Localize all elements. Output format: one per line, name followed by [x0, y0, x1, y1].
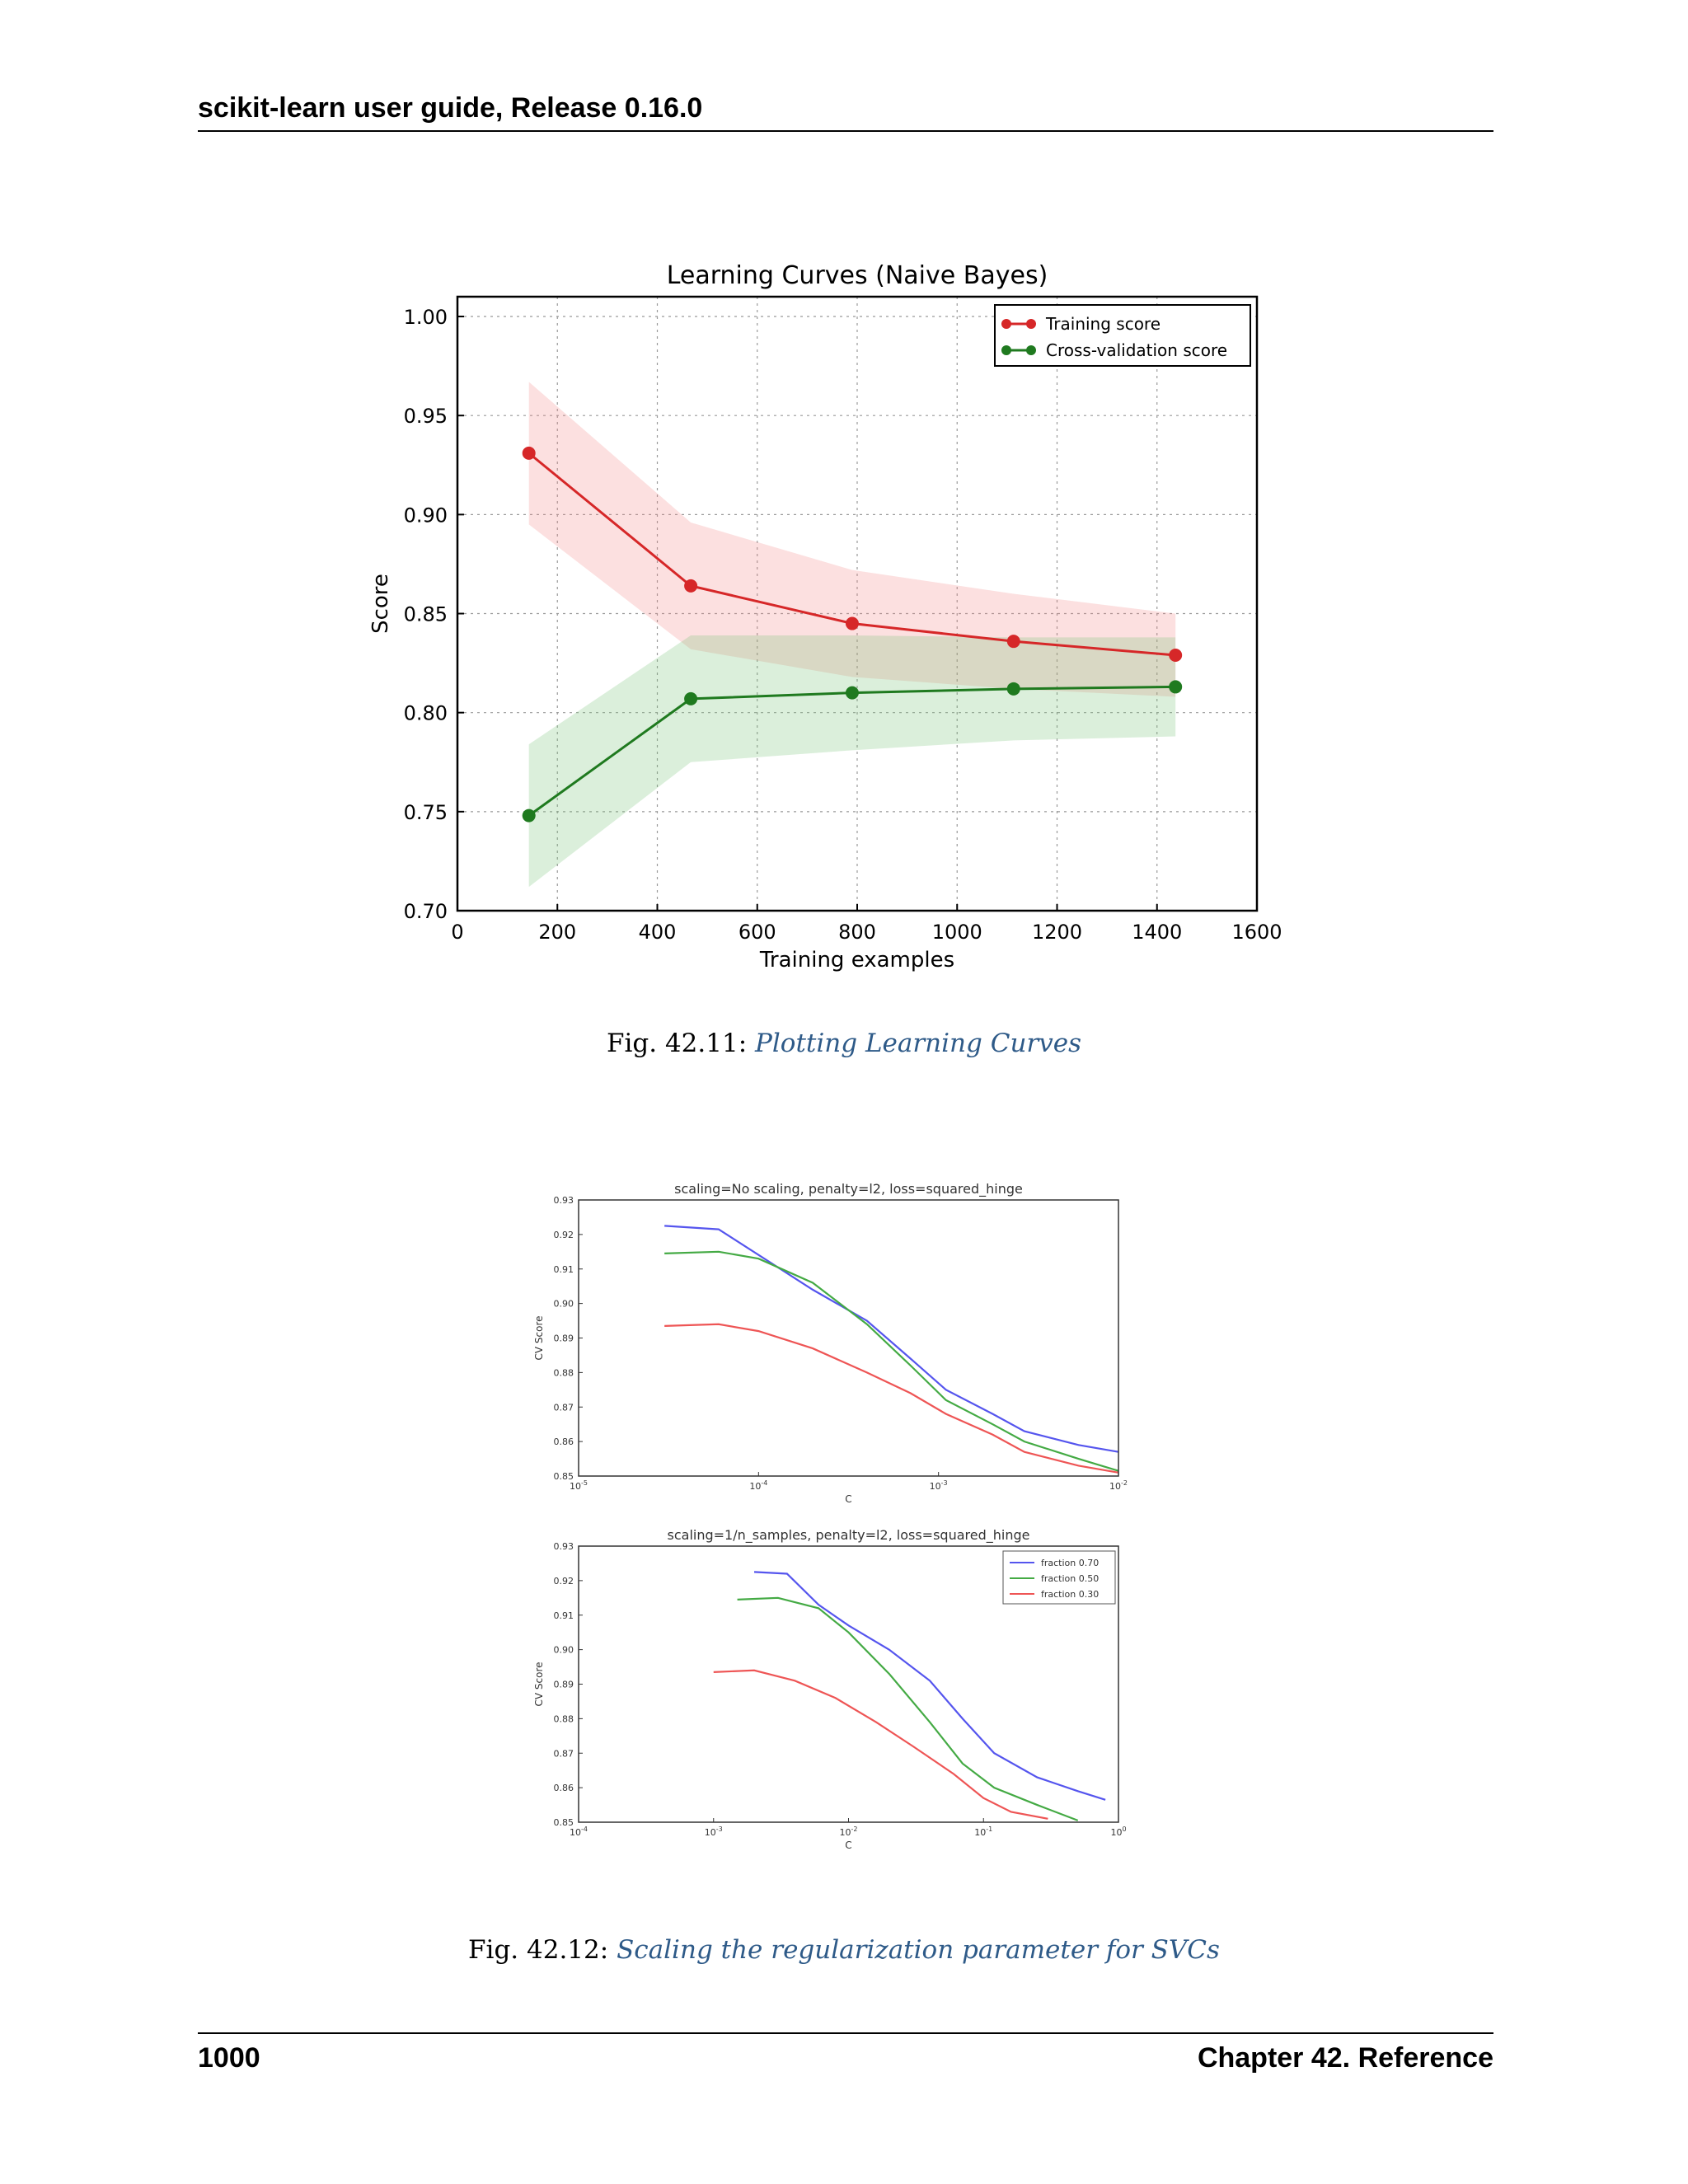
y-tick-label: 0.75 — [404, 801, 448, 824]
confidence-band — [528, 635, 1176, 888]
chapter-title: Chapter 42. Reference — [1197, 2042, 1493, 2074]
y-tick-label: 0.91 — [554, 1264, 574, 1275]
y-tick-label: 0.88 — [554, 1713, 574, 1724]
x-tick-label: 200 — [538, 921, 576, 944]
legend-label: fraction 0.70 — [1041, 1558, 1099, 1568]
chart-title: Learning Curves (Naive Bayes) — [667, 261, 1048, 290]
series-line — [664, 1250, 1119, 1472]
page-number: 1000 — [198, 2042, 260, 2074]
x-tick-label: 1400 — [1132, 921, 1182, 944]
legend-marker — [1001, 345, 1011, 355]
y-tick-label: 0.93 — [554, 1541, 574, 1552]
y-axis-label: Score — [368, 574, 393, 634]
x-tick-label: 0 — [451, 921, 463, 944]
confidence-band — [528, 382, 1176, 697]
y-tick-label: 0.85 — [554, 1471, 574, 1482]
x-tick-label: 100 — [1110, 1825, 1126, 1838]
data-point — [845, 616, 859, 630]
y-tick-label: 1.00 — [404, 306, 448, 329]
x-tick-label: 1200 — [1032, 921, 1082, 944]
x-tick-label: 600 — [738, 921, 776, 944]
x-tick-label: 10-3 — [930, 1479, 948, 1492]
series-line — [664, 1225, 1119, 1453]
x-axis-label: C — [845, 1840, 851, 1851]
series-line — [713, 1669, 1048, 1820]
x-tick-label: 400 — [639, 921, 677, 944]
panel-title: scaling=1/n_samples, penalty=l2, loss=sq… — [668, 1527, 1030, 1544]
footer-rule — [198, 2032, 1493, 2034]
figure-caption-42-12: Fig. 42.12: Scaling the regularization p… — [0, 1935, 1688, 1965]
y-tick-label: 0.70 — [404, 900, 448, 923]
y-tick-label: 0.91 — [554, 1610, 574, 1621]
x-axis-label: Training examples — [759, 948, 954, 972]
chart-panel: scaling=1/n_samples, penalty=l2, loss=sq… — [533, 1527, 1127, 1851]
figure-caption-42-11: Fig. 42.11: Plotting Learning Curves — [0, 1029, 1688, 1058]
data-point — [684, 579, 698, 593]
x-tick-label: 800 — [838, 921, 876, 944]
x-tick-label: 10-3 — [705, 1825, 723, 1838]
y-tick-label: 0.85 — [404, 603, 448, 626]
y-tick-label: 0.90 — [404, 504, 448, 527]
y-tick-label: 0.85 — [554, 1817, 574, 1828]
x-tick-label: 1000 — [932, 921, 982, 944]
x-tick-label: 10-4 — [570, 1825, 588, 1838]
legend-label: fraction 0.30 — [1041, 1589, 1099, 1600]
x-tick-label: 10-1 — [974, 1825, 992, 1838]
data-point — [522, 446, 536, 460]
legend-box — [1002, 1550, 1116, 1605]
y-tick-label: 0.92 — [554, 1576, 574, 1586]
y-tick-label: 0.90 — [554, 1299, 574, 1310]
y-axis-label: CV Score — [533, 1315, 545, 1360]
data-point — [522, 808, 536, 823]
y-tick-label: 0.87 — [554, 1402, 574, 1413]
figure-label: Fig. 42.11: — [606, 1029, 756, 1058]
figure-label: Fig. 42.12: — [468, 1935, 617, 1965]
x-tick-label: 10-4 — [749, 1479, 767, 1492]
legend-label: Cross-validation score — [1046, 340, 1227, 360]
y-tick-label: 0.80 — [404, 702, 448, 725]
figure-link-scaling-regularization[interactable]: Scaling the regularization parameter for… — [617, 1935, 1220, 1965]
x-tick-label: 10-2 — [840, 1825, 858, 1838]
legend-marker — [1026, 345, 1036, 355]
data-point — [1169, 680, 1183, 694]
y-tick-label: 0.86 — [554, 1783, 574, 1793]
data-point — [1006, 635, 1020, 649]
legend-label: fraction 0.50 — [1041, 1573, 1099, 1584]
running-header: scikit-learn user guide, Release 0.16.0 — [198, 92, 703, 124]
data-point — [1169, 648, 1183, 662]
y-tick-label: 0.89 — [554, 1680, 574, 1690]
x-tick-label: 10-5 — [570, 1479, 588, 1492]
svc-scaling-chart: scaling=No scaling, penalty=l2, loss=squ… — [533, 1181, 1128, 1851]
learning-curve-chart: Learning Curves (Naive Bayes) 0 200 400 600 8… — [368, 261, 1282, 972]
series-line — [753, 1571, 1106, 1801]
data-point — [1006, 682, 1020, 696]
y-tick-label: 0.89 — [554, 1333, 574, 1344]
data-point — [845, 686, 859, 700]
series-line — [737, 1596, 1079, 1821]
figure-link-plotting-learning-curves[interactable]: Plotting Learning Curves — [755, 1029, 1081, 1058]
y-tick-label: 0.88 — [554, 1367, 574, 1378]
x-axis-label: C — [845, 1493, 851, 1505]
x-tick-label: 10-2 — [1109, 1479, 1128, 1492]
x-tick-label: 1600 — [1231, 921, 1282, 944]
y-tick-label: 0.87 — [554, 1748, 574, 1759]
legend-box — [994, 304, 1251, 367]
header-rule — [198, 130, 1493, 132]
y-tick-label: 0.86 — [554, 1436, 574, 1447]
legend-label: Training score — [1045, 314, 1160, 334]
y-tick-label: 0.93 — [554, 1195, 574, 1206]
panel-title: scaling=No scaling, penalty=l2, loss=squ… — [674, 1181, 1023, 1197]
y-tick-label: 0.92 — [554, 1230, 574, 1240]
y-axis-label: CV Score — [533, 1661, 545, 1706]
data-point — [684, 691, 698, 705]
legend-marker — [1026, 319, 1036, 329]
chart-panel: scaling=No scaling, penalty=l2, loss=squ… — [533, 1181, 1128, 1505]
y-tick-label: 0.90 — [554, 1645, 574, 1656]
y-tick-label: 0.95 — [404, 405, 448, 428]
legend-marker — [1001, 319, 1011, 329]
series-line — [664, 1323, 1119, 1474]
